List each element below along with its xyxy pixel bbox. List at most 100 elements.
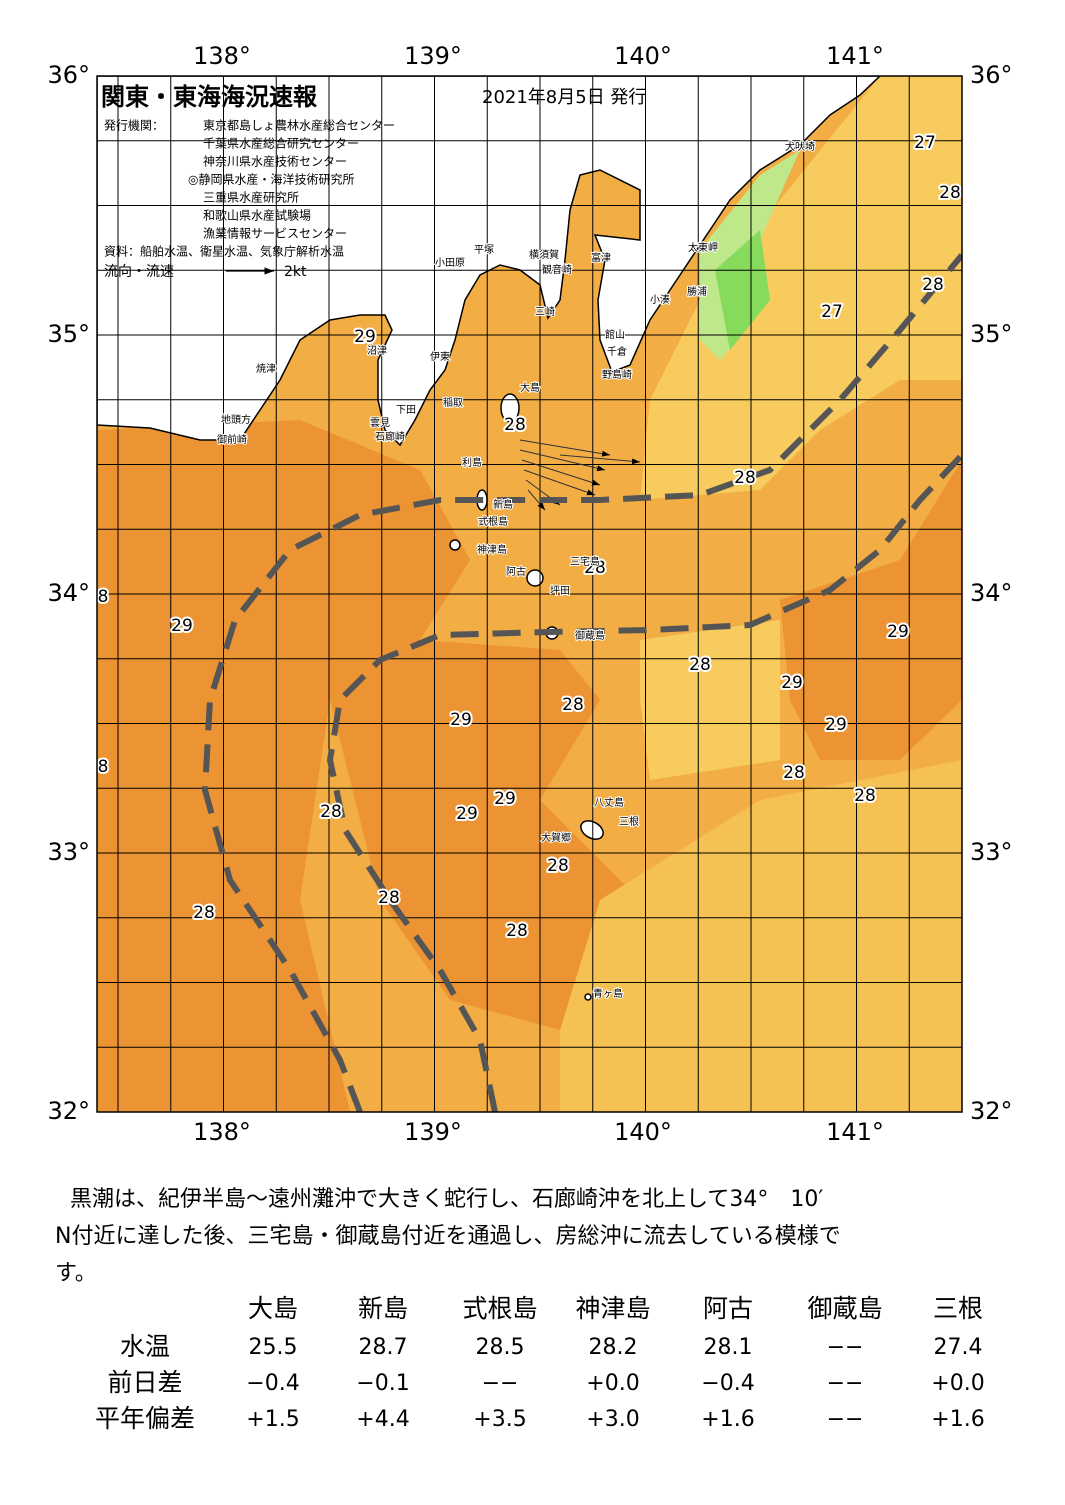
arrow (519, 449, 606, 472)
table-column-header: 式根島 (462, 1294, 537, 1323)
longitude-label-bottom: 139° (404, 1118, 462, 1146)
table-cell: 27.4 (934, 1335, 983, 1360)
arrow (523, 469, 596, 496)
place-name: 地頭方 (221, 413, 251, 426)
longitude-label-top: 141° (826, 42, 884, 70)
place-name: 利島 (462, 456, 482, 469)
outer: 138° 138° 139° 139° 140° 140° 141° 141° 36° 36° 35… (47, 42, 1012, 1433)
latitude-label-right: 36° (970, 61, 1013, 89)
table-cell: 28.1 (704, 1335, 753, 1360)
island (449, 539, 461, 551)
grid (97, 76, 962, 1112)
temperature-label: 28 (939, 183, 961, 203)
temperature-label: 28 (320, 802, 342, 822)
table-cell: −0.1 (356, 1371, 409, 1396)
table-cell: +1.6 (931, 1407, 984, 1432)
place-name: 千倉 (607, 345, 627, 358)
summary-line: 黒潮は、紀伊半島～遠州灘沖で大きく蛇行し、石廊崎沖を北上して34° 10′ (70, 1187, 823, 1212)
temperature-label: 29 (887, 622, 909, 642)
issuer-name: 神奈川県水産技術センター (203, 154, 347, 169)
table-cell: −− (827, 1407, 864, 1432)
title: 関東・東海海況速報 (101, 83, 318, 111)
warm-region (97, 420, 470, 1112)
place-name: 新島 (493, 498, 513, 511)
island (500, 393, 520, 423)
latitude-label-right: 33° (970, 838, 1013, 866)
place-name: 沼津 (367, 344, 387, 357)
temperature-label: 8 (98, 757, 109, 777)
temperature-label: 28 (504, 415, 526, 435)
place-name: 阿古 (506, 565, 526, 578)
arrow (519, 439, 611, 457)
place-name: 石廊崎 (375, 430, 405, 443)
temperature-label: 27 (821, 302, 843, 322)
legend-label: 流向・流速 (104, 264, 174, 280)
temperature-label: 29 (494, 789, 516, 809)
island (526, 569, 544, 587)
temperature-label: 28 (689, 655, 711, 675)
temperature-label: 28 (922, 275, 944, 295)
latitude-label-left: 36° (47, 61, 90, 89)
latitude-label-left: 33° (47, 838, 90, 866)
latitude-label-right: 34° (970, 579, 1013, 607)
place-name: 雲見 (370, 417, 390, 429)
latitude-label-left: 34° (47, 579, 90, 607)
place-name: 八丈島 (594, 796, 624, 809)
island (584, 993, 592, 1001)
table-cell: 28.5 (476, 1335, 525, 1360)
place-name: 三宅島 (570, 555, 600, 568)
place-name: 伊東 (430, 350, 450, 363)
table-column-header: 大島 (248, 1294, 298, 1323)
temperature-label: 29 (825, 715, 847, 735)
place-name: 富津 (591, 251, 611, 264)
arrow (527, 489, 546, 511)
table-cell: +3.0 (586, 1407, 639, 1432)
summary-line: N付近に達した後、三宅島・御蔵島付近を通過し、房総沖に流去している模様で (55, 1224, 841, 1249)
temperature-label: 29 (171, 616, 193, 636)
map-labels: 27 28 28 27 29 28 28 28 8 29 29 28 29 28 29 29 8 28 28 29 28… (97, 131, 962, 1001)
temperature-label: 29 (781, 673, 803, 693)
place-name: 御蔵島 (575, 629, 605, 642)
legend-scale: 2kt (284, 264, 307, 280)
latitude-label-right: 35° (970, 320, 1013, 348)
table-row-label: 水温 (120, 1332, 170, 1361)
temperature-label: 28 (378, 888, 400, 908)
place-name: 坪田 (550, 584, 570, 597)
longitude-label-top: 138° (193, 42, 251, 70)
place-name: 焼津 (256, 363, 276, 375)
summary-line: す。 (55, 1261, 97, 1286)
latitude-label-left: 32° (47, 1097, 90, 1125)
place-name: 犬吠埼 (785, 140, 815, 153)
place-name: 御前崎 (217, 433, 247, 446)
place-name: 小田原 (435, 257, 465, 269)
place-name: 稲取 (443, 397, 463, 409)
temperature-label: 29 (354, 327, 376, 347)
table-cell: +3.5 (473, 1407, 526, 1432)
latitude-label-left: 35° (47, 320, 90, 348)
place-name: 下田 (396, 405, 416, 416)
issuer-name: ◎静岡県水産・海洋技術研究所 (188, 172, 354, 187)
table-cell: 25.5 (249, 1335, 298, 1360)
table-column-header: 三根 (933, 1294, 983, 1323)
temperature-label: 29 (456, 804, 478, 824)
table-cell: +1.5 (246, 1407, 299, 1432)
temperature-label: 28 (562, 695, 584, 715)
table-cell: −− (827, 1371, 864, 1396)
source: 資料：船舶水温、衛星水温、気象庁解析水温 (104, 244, 344, 259)
arrow (521, 459, 601, 486)
issuer-name: 東京都島しょ農林水産総合センター (203, 118, 395, 133)
kuroshio-north (201, 253, 962, 1112)
temperature-label: 27 (914, 133, 936, 153)
table-column-header: 新島 (358, 1294, 408, 1323)
issuer-name: 和歌山県水産試験場 (203, 208, 311, 223)
table-cell: −− (827, 1335, 864, 1360)
longitude-label-top: 139° (404, 42, 462, 70)
cool-region (560, 760, 962, 1112)
temperature-label: 28 (506, 921, 528, 941)
table-cell: +4.4 (356, 1407, 409, 1432)
issuer-label: 発行機関： (104, 118, 164, 133)
place-name: 大賀郷 (541, 831, 571, 844)
longitude-label-bottom: 140° (614, 1118, 672, 1146)
issuer-name: 漁業情報サービスセンター (203, 227, 347, 241)
